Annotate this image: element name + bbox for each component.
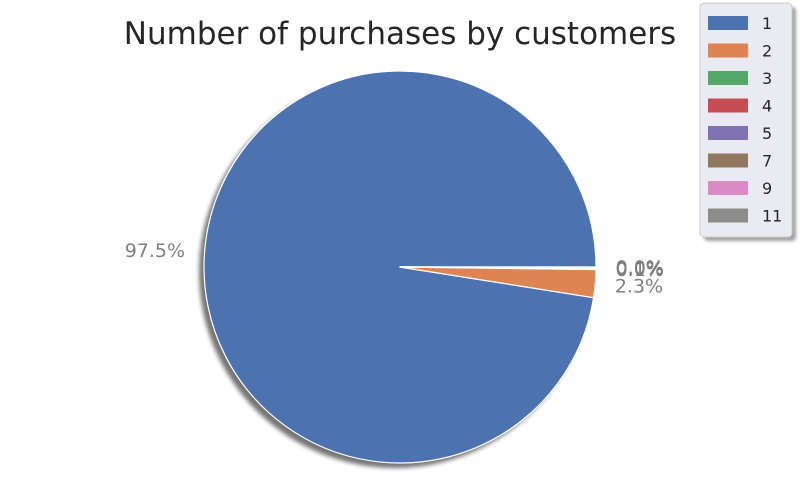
pie-label-3: 0.1% [616, 259, 664, 281]
legend-label-3: 3 [762, 69, 772, 88]
legend-frame [699, 2, 793, 238]
legend-swatch-2 [708, 43, 748, 58]
legend-label-2: 2 [762, 42, 772, 61]
legend-label-7: 7 [762, 152, 772, 171]
pie-labels: 97.5%2.3%0.1%0.0%0.0%0.0%0.0%0.0% [125, 240, 664, 297]
legend-swatch-7 [708, 153, 748, 168]
pie-label-2: 2.3% [615, 275, 663, 297]
legend-swatch-11 [708, 208, 748, 223]
legend-label-1: 1 [762, 14, 772, 33]
legend-label-5: 5 [762, 124, 772, 143]
legend-swatch-3 [708, 71, 748, 85]
legend: 1 2 3 4 5 7 9 11 [699, 2, 796, 241]
pie-label-9: 0.0% [616, 257, 664, 279]
pie-label-4: 0.0% [616, 258, 664, 280]
legend-label-9: 9 [762, 179, 772, 198]
legend-swatch-1 [708, 16, 748, 30]
pie-label-11: 0.0% [616, 257, 664, 279]
legend-items: 1 2 3 4 5 7 9 11 [708, 14, 782, 226]
chart-title: Number of purchases by customers [124, 16, 676, 52]
pie-label-5: 0.0% [616, 258, 664, 280]
legend-label-4: 4 [762, 97, 772, 116]
legend-swatch-4 [708, 98, 748, 113]
legend-label-11: 11 [762, 207, 782, 226]
pie-label-1: 97.5% [125, 240, 185, 262]
legend-swatch-5 [708, 126, 748, 140]
pie-label-7: 0.0% [616, 257, 664, 279]
pie-slices [203, 70, 597, 464]
legend-swatch-9 [708, 181, 748, 195]
